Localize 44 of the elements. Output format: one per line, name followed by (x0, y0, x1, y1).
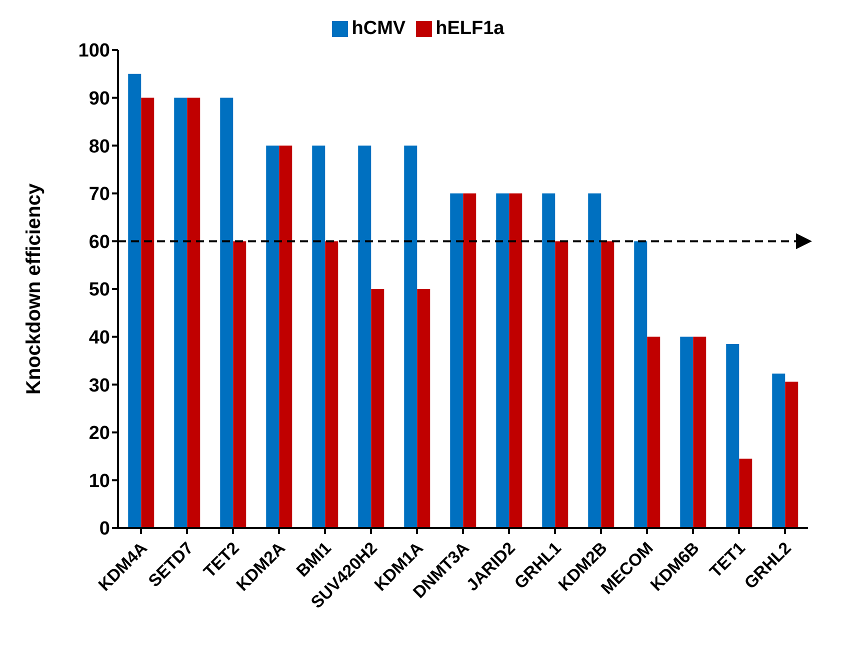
bar (785, 382, 798, 528)
bar (233, 241, 246, 528)
y-axis-title: Knockdown efficiency (23, 182, 46, 395)
y-tick-label: 30 (88, 375, 110, 396)
bar (220, 98, 234, 528)
y-tick-label: 40 (88, 328, 110, 349)
bar (279, 146, 292, 528)
bar (772, 374, 786, 528)
bar (312, 146, 326, 528)
y-tick-label: 60 (88, 232, 110, 253)
bar (450, 193, 464, 528)
y-tick-label: 20 (88, 423, 110, 444)
bar (187, 98, 200, 528)
bar (726, 344, 740, 528)
bar (174, 98, 188, 528)
bar (647, 336, 660, 528)
bar (680, 336, 694, 528)
bar (358, 146, 372, 528)
y-tick-label: 80 (88, 136, 110, 158)
y-tick-label: 90 (88, 88, 110, 110)
bar (417, 289, 430, 528)
bar (588, 193, 602, 528)
bar (141, 98, 154, 528)
legend-label: hCMV (352, 18, 406, 39)
bar (128, 74, 142, 528)
bar (739, 458, 752, 528)
y-tick-label: 10 (88, 470, 110, 492)
bar (542, 193, 556, 528)
bar (463, 193, 476, 528)
bar (266, 146, 280, 528)
y-tick-label: 70 (88, 184, 110, 206)
bar (404, 146, 418, 528)
bar (601, 241, 614, 528)
y-tick-label: 50 (88, 280, 110, 301)
bar (693, 336, 706, 528)
bar (509, 193, 522, 528)
y-tick-label: 100 (78, 40, 110, 62)
bar (634, 241, 648, 528)
bar (496, 193, 510, 528)
bar (371, 289, 384, 528)
bar (555, 241, 568, 528)
bar (325, 241, 338, 528)
legend-label: hELF1a (436, 18, 504, 39)
y-tick-label: 0 (99, 518, 110, 540)
